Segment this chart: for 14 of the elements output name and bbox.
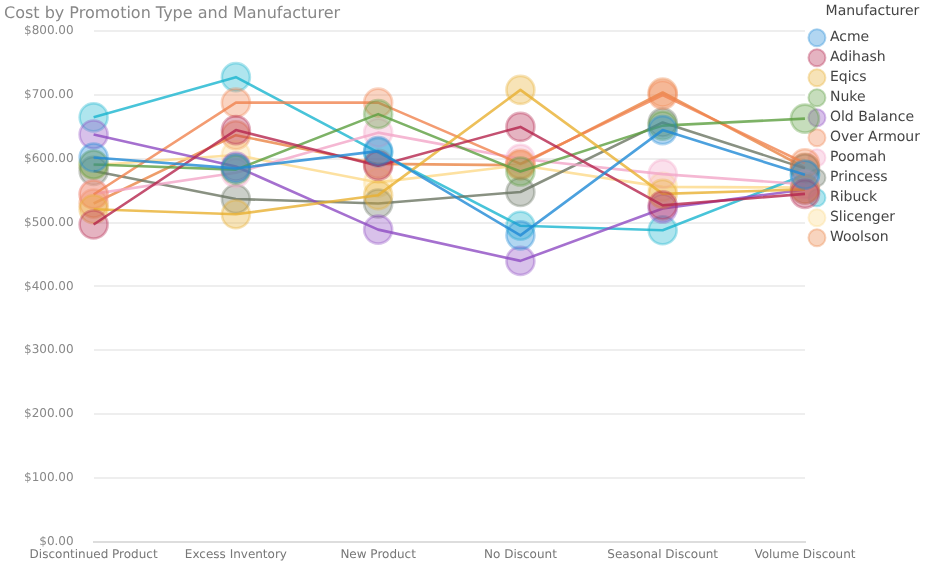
point: [78, 209, 109, 240]
point: [362, 214, 394, 245]
point: [220, 87, 252, 118]
point: [220, 61, 252, 93]
point: [220, 199, 252, 230]
point: [505, 220, 536, 251]
point: [362, 98, 394, 130]
point: [505, 245, 536, 277]
point: [789, 103, 821, 134]
chart-title: Cost by Promotion Type and Manufacturer: [4, 3, 342, 22]
point: [505, 74, 536, 106]
point: [505, 156, 536, 187]
point: [362, 179, 394, 211]
point: [505, 111, 536, 143]
